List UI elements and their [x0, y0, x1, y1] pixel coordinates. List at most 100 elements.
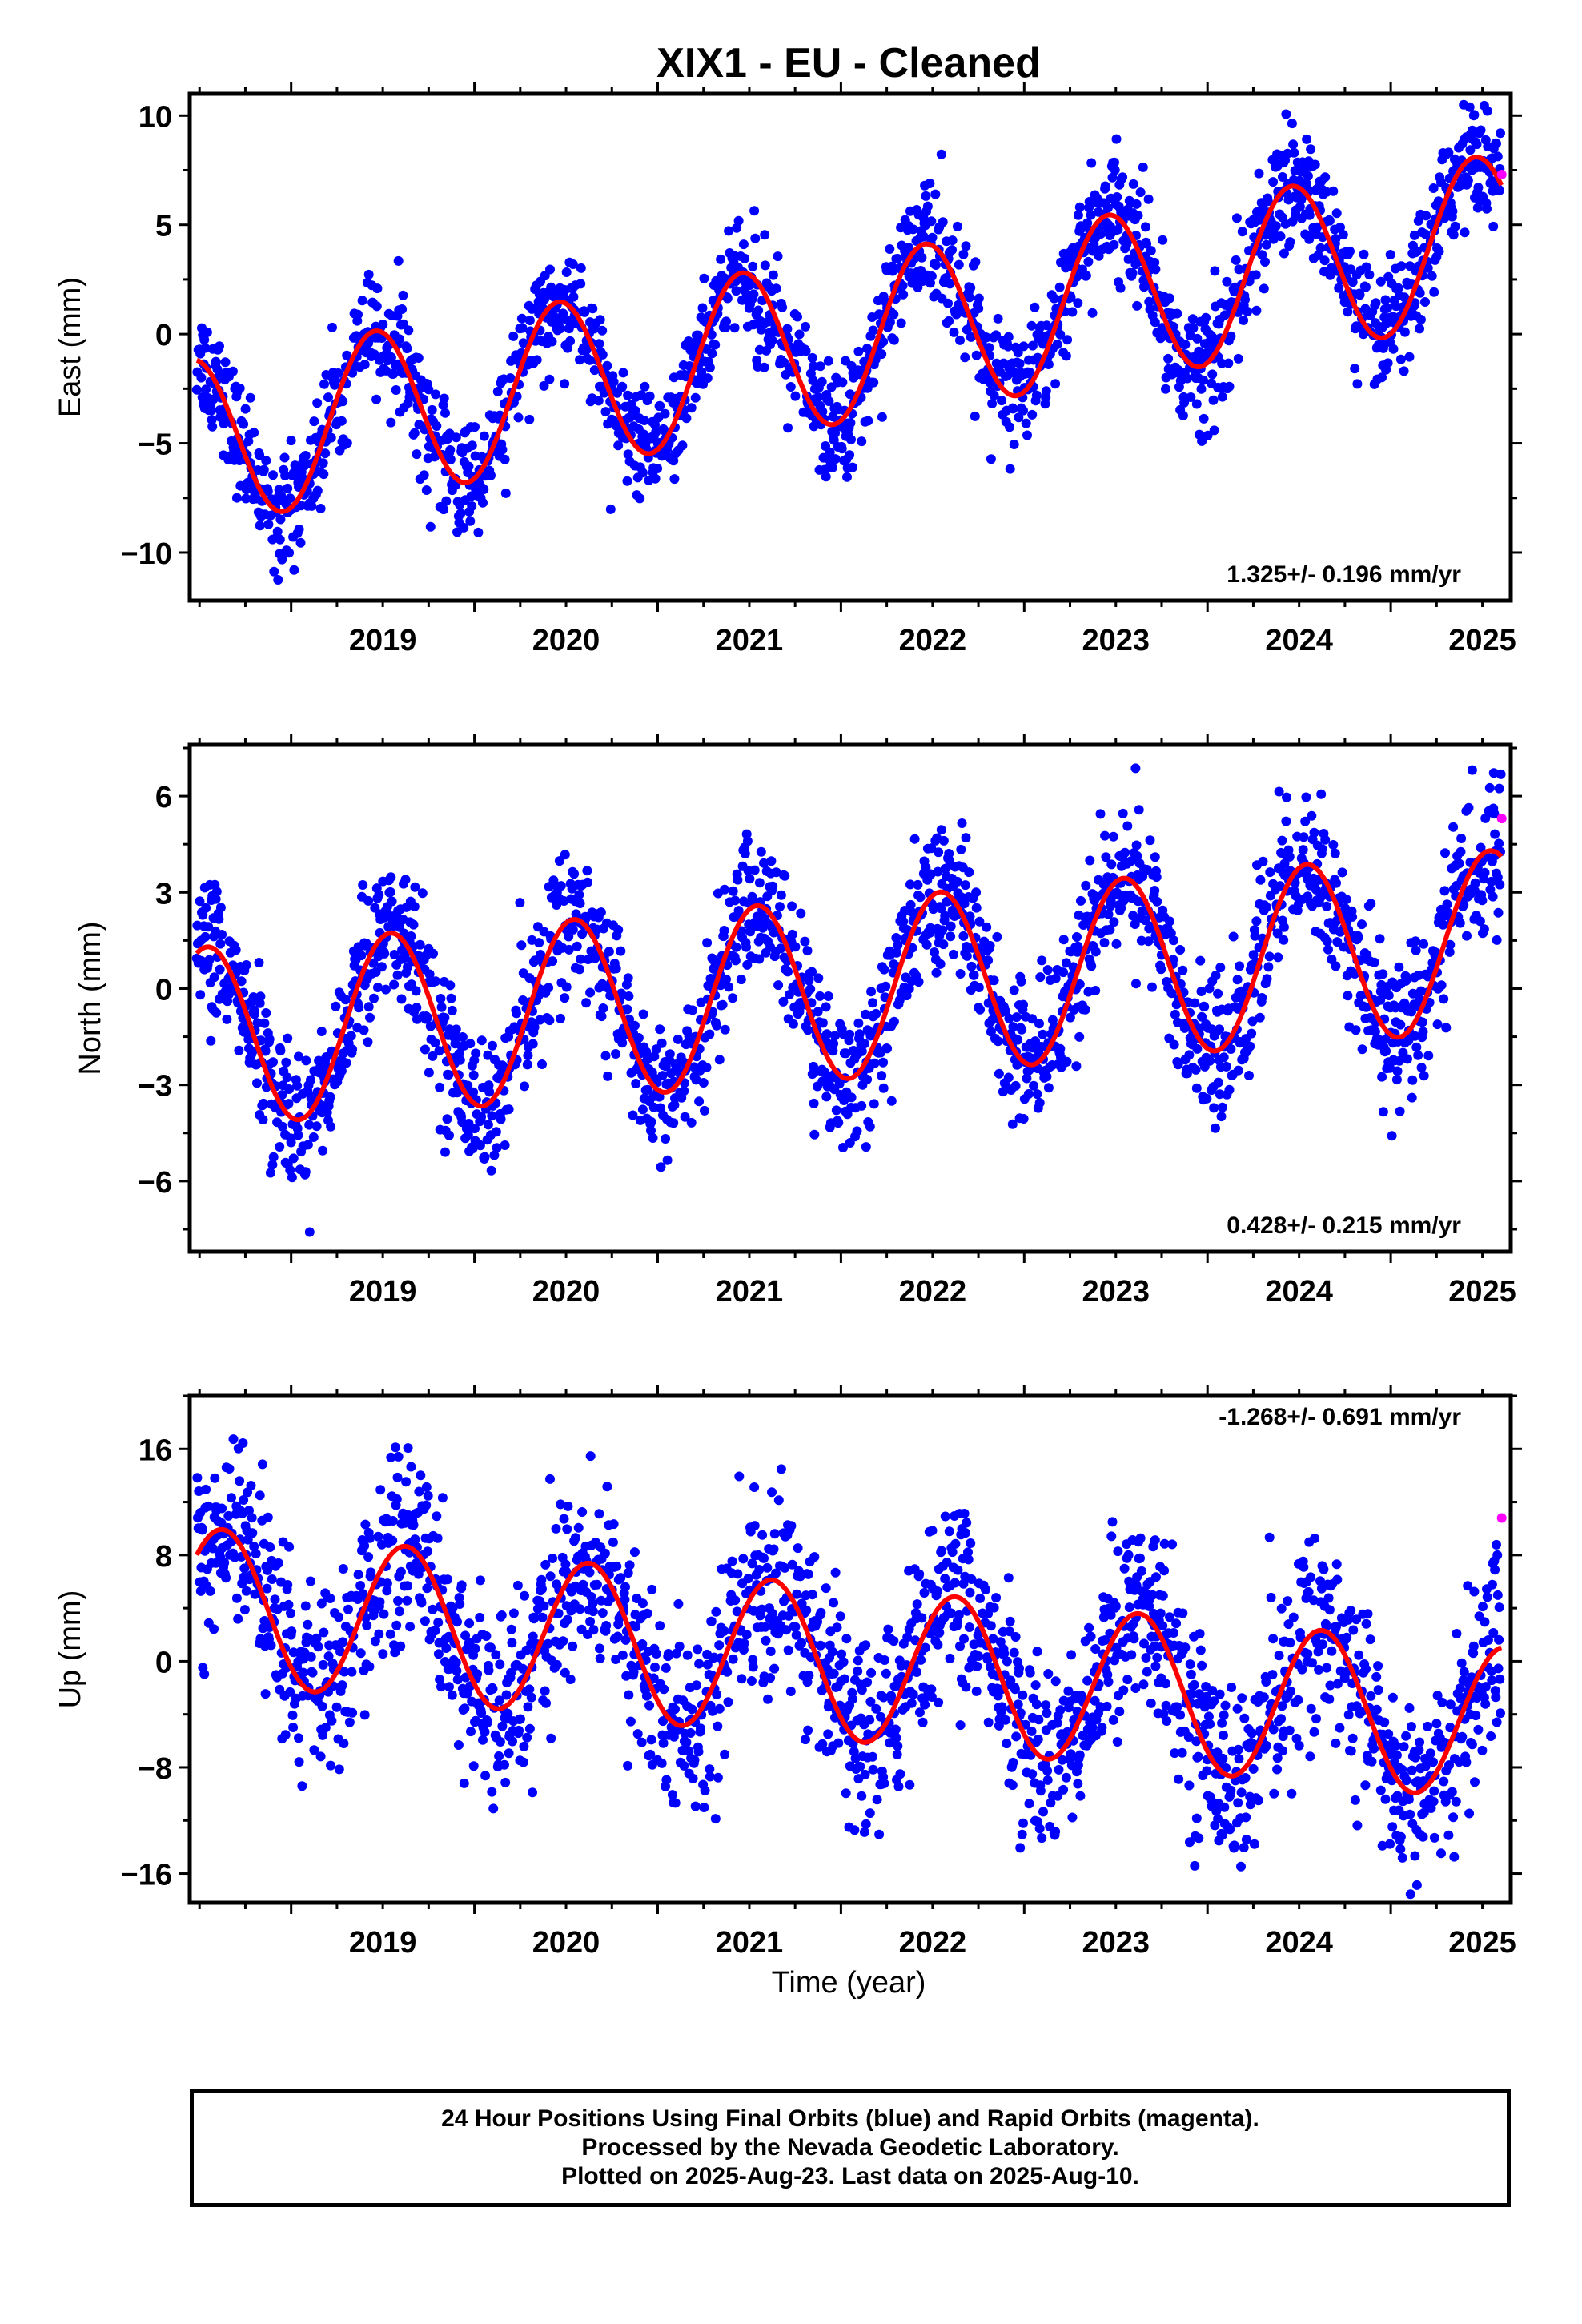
final-point — [759, 362, 769, 372]
final-point — [1480, 867, 1490, 878]
final-point — [648, 1673, 659, 1683]
final-point — [387, 1535, 398, 1546]
final-point — [1307, 810, 1317, 821]
model-fit-line — [195, 848, 1504, 1123]
final-point — [801, 346, 811, 356]
final-point — [422, 1583, 432, 1594]
final-point — [1409, 230, 1419, 240]
final-point — [207, 421, 218, 432]
final-point — [464, 1618, 475, 1629]
final-point — [1205, 1055, 1215, 1066]
final-point — [942, 896, 952, 907]
final-point — [500, 1140, 510, 1150]
final-point — [559, 1514, 569, 1524]
final-point — [946, 931, 956, 942]
final-point — [326, 432, 336, 443]
final-point — [808, 376, 818, 385]
final-point — [581, 998, 592, 1008]
final-point — [520, 1081, 529, 1092]
final-point — [1083, 256, 1094, 267]
final-point — [346, 1031, 356, 1041]
final-point — [294, 1757, 304, 1767]
final-point — [264, 1034, 275, 1044]
final-point — [556, 324, 566, 334]
final-point — [961, 241, 971, 251]
final-point — [1395, 1055, 1404, 1066]
final-point — [355, 1648, 366, 1659]
final-point — [817, 407, 828, 416]
final-point — [268, 1152, 279, 1162]
final-point — [206, 1035, 216, 1046]
final-point — [936, 825, 946, 835]
final-point — [796, 908, 806, 919]
final-point — [1152, 896, 1162, 907]
final-point — [1403, 1054, 1412, 1064]
final-point — [338, 1564, 348, 1574]
final-point — [958, 931, 969, 941]
final-point — [563, 1501, 573, 1511]
final-point — [365, 1012, 375, 1023]
final-point — [588, 1625, 599, 1635]
final-point — [633, 1033, 644, 1043]
final-point — [730, 895, 741, 906]
final-point — [933, 866, 943, 877]
final-point — [514, 1725, 524, 1735]
final-point — [608, 1537, 618, 1547]
final-point — [1323, 944, 1333, 955]
final-point — [357, 296, 367, 306]
final-point — [575, 899, 585, 908]
final-point — [393, 1596, 404, 1606]
final-point — [733, 875, 743, 885]
final-point — [966, 283, 976, 293]
final-point — [263, 1512, 273, 1522]
final-point — [1222, 276, 1232, 287]
final-point — [945, 279, 955, 289]
final-point — [375, 1485, 386, 1495]
final-point — [602, 360, 612, 371]
final-point — [375, 1597, 385, 1607]
final-point — [1032, 1089, 1042, 1100]
final-point — [1442, 899, 1452, 910]
final-point — [483, 1050, 493, 1060]
final-point — [294, 1733, 303, 1743]
final-point — [204, 955, 215, 965]
final-point — [1383, 358, 1393, 368]
final-point — [1328, 186, 1339, 196]
final-point — [371, 394, 382, 404]
final-point — [560, 1667, 570, 1678]
final-point — [699, 1803, 709, 1812]
final-point — [417, 888, 428, 899]
final-point — [1261, 239, 1271, 250]
final-point — [325, 1594, 335, 1603]
final-point — [673, 1598, 684, 1609]
final-point — [889, 1016, 899, 1027]
final-point — [319, 379, 329, 389]
final-point — [736, 975, 746, 985]
final-point — [240, 404, 251, 414]
final-point — [1122, 821, 1133, 831]
final-point — [279, 452, 290, 463]
final-point — [410, 1534, 420, 1545]
final-point — [249, 1542, 259, 1552]
x-tick-label: 2024 — [1265, 624, 1333, 657]
final-point — [1337, 867, 1347, 878]
final-point — [339, 1739, 349, 1748]
final-point — [311, 1633, 322, 1643]
final-point — [455, 1599, 465, 1609]
final-point — [637, 1104, 648, 1115]
final-point — [974, 293, 984, 304]
final-point — [479, 431, 489, 441]
final-point — [714, 1055, 725, 1065]
final-point — [491, 1650, 501, 1660]
final-point — [523, 1051, 533, 1061]
final-point — [585, 1617, 596, 1626]
final-point — [518, 1663, 528, 1674]
final-point — [1299, 163, 1310, 174]
final-point — [259, 1098, 269, 1108]
final-point — [419, 470, 429, 480]
final-point — [468, 1761, 479, 1771]
final-point — [576, 263, 586, 273]
final-point — [1184, 1050, 1195, 1060]
final-point — [656, 1038, 667, 1048]
final-point — [1447, 206, 1458, 216]
